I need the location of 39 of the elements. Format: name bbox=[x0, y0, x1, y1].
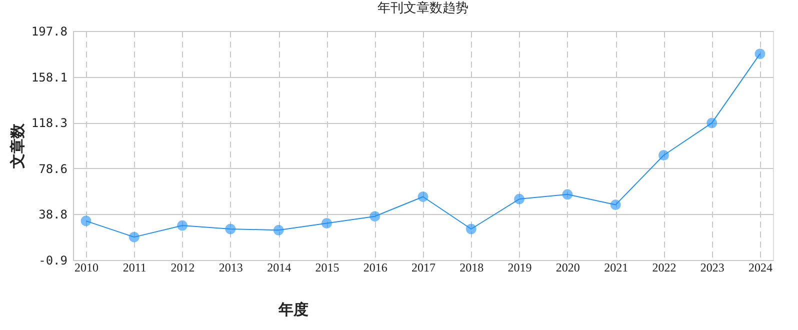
y-tick-label: -0.9 bbox=[38, 254, 68, 268]
x-tick-label: 2023 bbox=[700, 260, 724, 274]
x-tick-label: 2020 bbox=[556, 260, 580, 274]
point bbox=[466, 224, 476, 234]
x-tick-label: 2011 bbox=[122, 260, 146, 274]
chart-title: 年刊文章数趋势 bbox=[378, 1, 468, 16]
point bbox=[418, 191, 428, 202]
point bbox=[562, 189, 573, 200]
point bbox=[370, 211, 380, 222]
x-tick-label: 2016 bbox=[363, 260, 388, 274]
y-axis-title: 文章数 bbox=[8, 122, 26, 170]
x-tick-label: 2012 bbox=[170, 260, 195, 274]
point bbox=[321, 218, 332, 228]
x-tick-label: 2010 bbox=[74, 260, 98, 274]
point bbox=[225, 224, 236, 234]
point bbox=[128, 232, 140, 242]
x-tick-label: 2013 bbox=[218, 260, 243, 274]
point bbox=[706, 118, 718, 128]
x-tick-label: 2018 bbox=[460, 260, 484, 274]
x-tick-label: 2019 bbox=[508, 260, 532, 274]
y-tick-label: 38.8 bbox=[38, 208, 68, 222]
point bbox=[80, 216, 92, 226]
x-tick-label: 2024 bbox=[748, 260, 772, 274]
y-tick-label: 158.1 bbox=[31, 70, 68, 84]
x-tick-label: 2022 bbox=[652, 260, 676, 274]
point bbox=[514, 194, 525, 204]
x-axis-title: 年度 bbox=[278, 300, 308, 318]
x-tick-label: 2017 bbox=[412, 260, 436, 274]
point bbox=[273, 224, 284, 236]
y-tick-label: 197.8 bbox=[31, 24, 68, 38]
x-tick-label: 2014 bbox=[267, 260, 292, 274]
x-tick-label: 2021 bbox=[604, 260, 628, 274]
point bbox=[754, 48, 766, 60]
y-tick-label: 118.3 bbox=[31, 116, 68, 130]
point bbox=[610, 200, 621, 210]
point bbox=[658, 150, 669, 160]
y-tick-label: 78.6 bbox=[38, 162, 68, 176]
point bbox=[177, 220, 188, 231]
x-tick-label: 2015 bbox=[315, 260, 340, 274]
